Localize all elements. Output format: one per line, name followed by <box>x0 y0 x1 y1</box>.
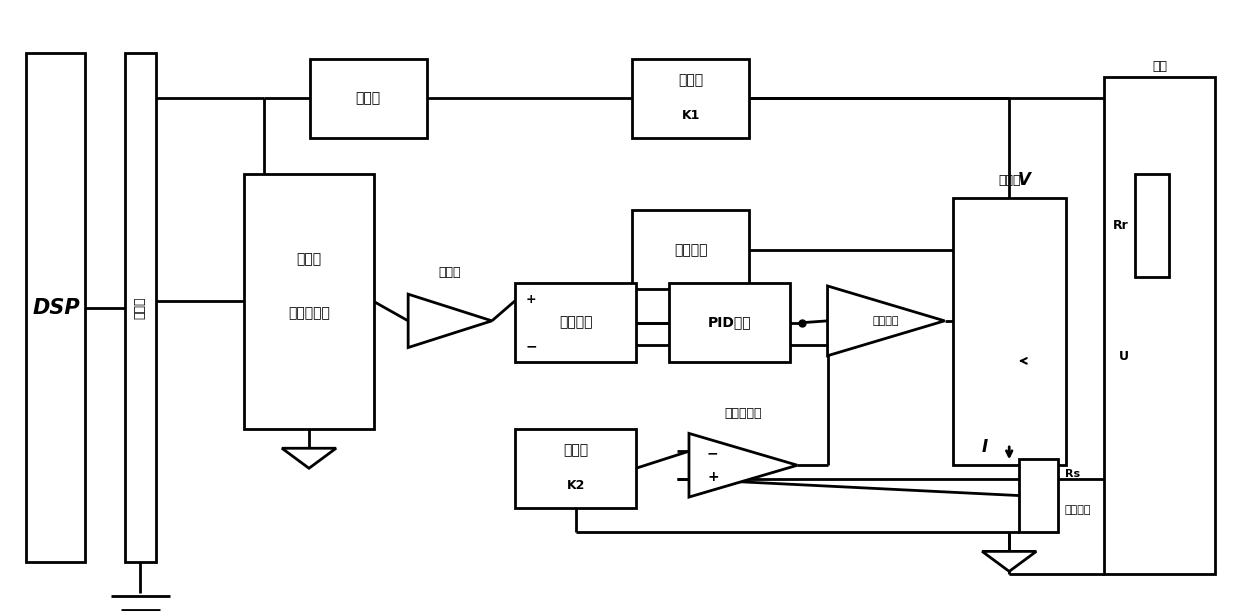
Text: PID单元: PID单元 <box>708 315 751 330</box>
Bar <box>952 198 1066 465</box>
Text: −: − <box>707 446 719 461</box>
Text: DSP: DSP <box>32 298 79 317</box>
Polygon shape <box>281 448 336 468</box>
Polygon shape <box>827 286 945 355</box>
Text: K1: K1 <box>682 109 701 122</box>
Text: Rr: Rr <box>1114 219 1128 232</box>
Bar <box>244 174 373 429</box>
Bar <box>310 59 427 138</box>
Text: 驱动电路: 驱动电路 <box>873 316 899 326</box>
Polygon shape <box>689 434 797 497</box>
Bar <box>1135 174 1169 277</box>
Text: +: + <box>707 470 719 484</box>
Bar <box>26 53 86 562</box>
Bar <box>1019 459 1059 532</box>
Text: 隔离器: 隔离器 <box>134 296 146 319</box>
Text: 乘法型: 乘法型 <box>296 252 321 266</box>
Text: −: − <box>526 339 537 354</box>
Text: 比较单元: 比较单元 <box>559 315 593 330</box>
Bar <box>1104 77 1215 574</box>
Bar <box>125 53 156 562</box>
Bar <box>632 59 749 138</box>
Text: 功率管: 功率管 <box>998 173 1021 186</box>
Text: 跟随器: 跟随器 <box>356 91 381 105</box>
Bar <box>516 429 636 508</box>
Text: U: U <box>1118 349 1128 362</box>
Text: V: V <box>1018 171 1030 189</box>
Bar <box>632 210 749 289</box>
Text: 采样电阻: 采样电阻 <box>1065 505 1091 515</box>
Bar <box>670 284 790 362</box>
Text: K2: K2 <box>567 478 585 492</box>
Text: 数模转换器: 数模转换器 <box>288 306 330 320</box>
Text: +: + <box>526 293 536 306</box>
Text: 电源: 电源 <box>1152 60 1167 73</box>
Text: Rs: Rs <box>1065 469 1080 478</box>
Text: 差分放大器: 差分放大器 <box>724 407 761 420</box>
Polygon shape <box>982 552 1037 571</box>
Text: I: I <box>982 438 987 456</box>
Text: 衰减器: 衰减器 <box>678 73 703 87</box>
Text: 放大器: 放大器 <box>563 443 588 457</box>
Polygon shape <box>408 294 492 347</box>
Text: 限幅单元: 限幅单元 <box>675 243 708 257</box>
Text: 反相器: 反相器 <box>439 266 461 279</box>
Bar <box>516 284 636 362</box>
